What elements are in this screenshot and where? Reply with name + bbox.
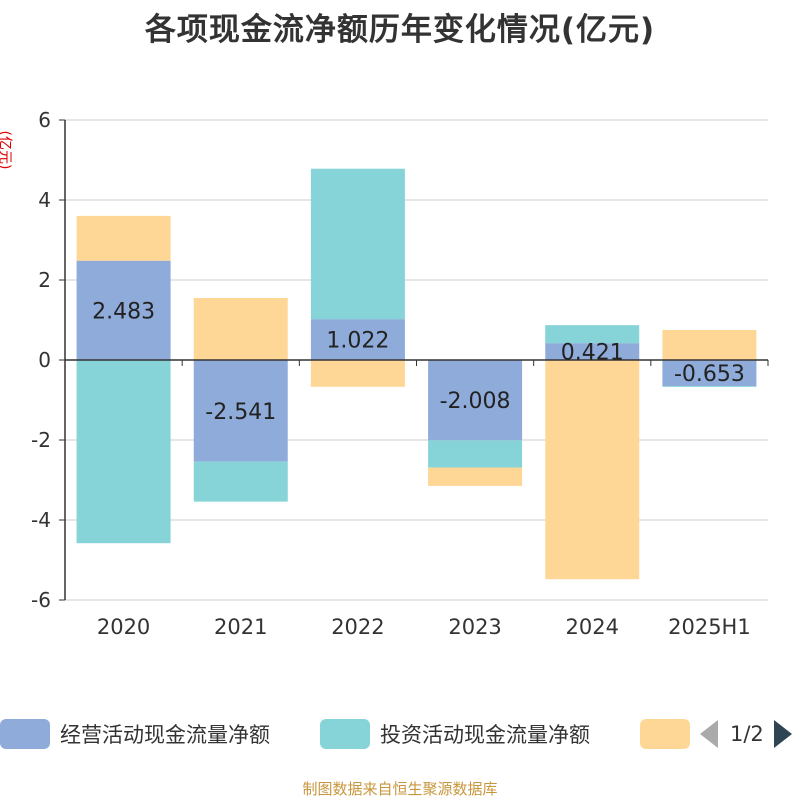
legend: 经营活动现金流量净额 投资活动现金流量净额 1/2 <box>0 716 800 752</box>
legend-label-investing: 投资活动现金流量净额 <box>380 723 590 747</box>
data-label: -0.653 <box>674 362 745 387</box>
legend-swatch-investing <box>320 719 370 749</box>
legend-label-operating: 经营活动现金流量净额 <box>60 723 270 747</box>
x-tick-label: 2021 <box>214 615 267 639</box>
bar-investing[interactable] <box>545 325 640 344</box>
x-tick-label: 2020 <box>97 615 150 639</box>
y-tick-label: 2 <box>38 268 51 292</box>
bar-financing[interactable] <box>545 360 640 580</box>
bar-investing[interactable] <box>76 360 171 544</box>
x-tick-label: 2023 <box>448 615 501 639</box>
source-note: 制图数据来自恒生聚源数据库 <box>302 780 498 798</box>
chart-title: 各项现金流净额历年变化情况(亿元) <box>144 12 656 48</box>
axes: -6 -4 -2 0 2 4 6 2020 2021 2022 2023 2024 2025H1 <box>31 108 769 639</box>
bar-financing[interactable] <box>310 360 405 387</box>
bar-financing[interactable] <box>193 298 288 360</box>
legend-item-financing[interactable] <box>640 716 700 752</box>
data-label: 1.022 <box>326 329 389 354</box>
x-tick-label: 2024 <box>566 615 619 639</box>
x-tick-label: 2022 <box>331 615 384 639</box>
bar-operating[interactable] <box>76 260 171 360</box>
legend-item-operating[interactable]: 经营活动现金流量净额 <box>0 716 270 752</box>
y-tick-label: -2 <box>31 428 51 452</box>
x-tick-label: 2025H1 <box>668 615 751 639</box>
bar-operating[interactable] <box>310 319 405 360</box>
bar-operating[interactable] <box>428 360 523 441</box>
chart-plot: -6 -4 -2 0 2 4 6 2020 2021 2022 2023 2024 2025H1 2.4… <box>31 108 769 639</box>
legend-pager: 1/2 <box>700 716 792 752</box>
bar-operating[interactable] <box>662 360 757 387</box>
data-label: 0.421 <box>561 341 624 366</box>
bars <box>76 168 757 580</box>
y-tick-label: 6 <box>38 108 51 132</box>
legend-swatch-operating <box>0 719 50 749</box>
y-tick-label: 0 <box>38 348 51 372</box>
bar-investing[interactable] <box>662 386 757 387</box>
data-label: -2.008 <box>440 389 511 414</box>
legend-swatch-financing <box>640 719 690 749</box>
y-tick-label: -6 <box>31 588 51 612</box>
data-label: 2.483 <box>92 299 155 324</box>
bar-financing[interactable] <box>662 330 757 360</box>
data-labels: 2.483 -2.541 1.022 -2.008 0.421 -0.653 <box>92 299 745 424</box>
bar-operating[interactable] <box>545 343 640 360</box>
grid-lines <box>65 119 768 601</box>
y-tick-label: 4 <box>38 188 51 212</box>
pager-prev-icon[interactable] <box>700 720 718 748</box>
pager-page-text: 1/2 <box>730 722 764 746</box>
y-tick-label: -4 <box>31 508 51 532</box>
legend-item-investing[interactable]: 投资活动现金流量净额 <box>320 716 590 752</box>
bar-investing[interactable] <box>428 440 523 468</box>
bar-financing[interactable] <box>76 215 171 261</box>
bar-financing[interactable] <box>428 467 523 486</box>
bar-operating[interactable] <box>193 360 288 462</box>
pager-next-icon[interactable] <box>773 720 792 748</box>
data-label: -2.541 <box>205 400 276 425</box>
bar-investing[interactable] <box>193 461 288 502</box>
bar-investing[interactable] <box>310 168 405 320</box>
